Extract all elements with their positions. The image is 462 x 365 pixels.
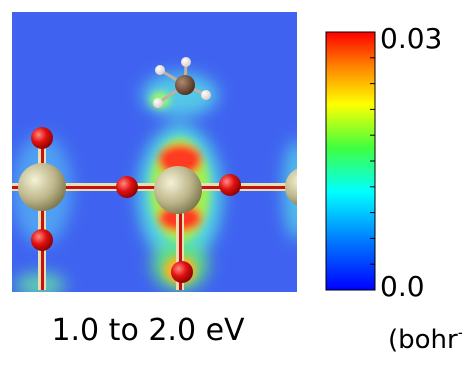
density-map <box>12 12 325 297</box>
colorbar-tick-label: 0.03 <box>380 22 442 55</box>
colorbar-tick-label: 0.0 <box>380 270 425 303</box>
colorbar-unit: (bohr-3) <box>388 323 462 355</box>
colorbar <box>326 32 375 290</box>
caption: 1.0 to 2.0 eV <box>51 313 245 348</box>
figure: 1.0 to 2.0 eV (bohr-3) 0.0 0.03 <box>0 0 462 361</box>
